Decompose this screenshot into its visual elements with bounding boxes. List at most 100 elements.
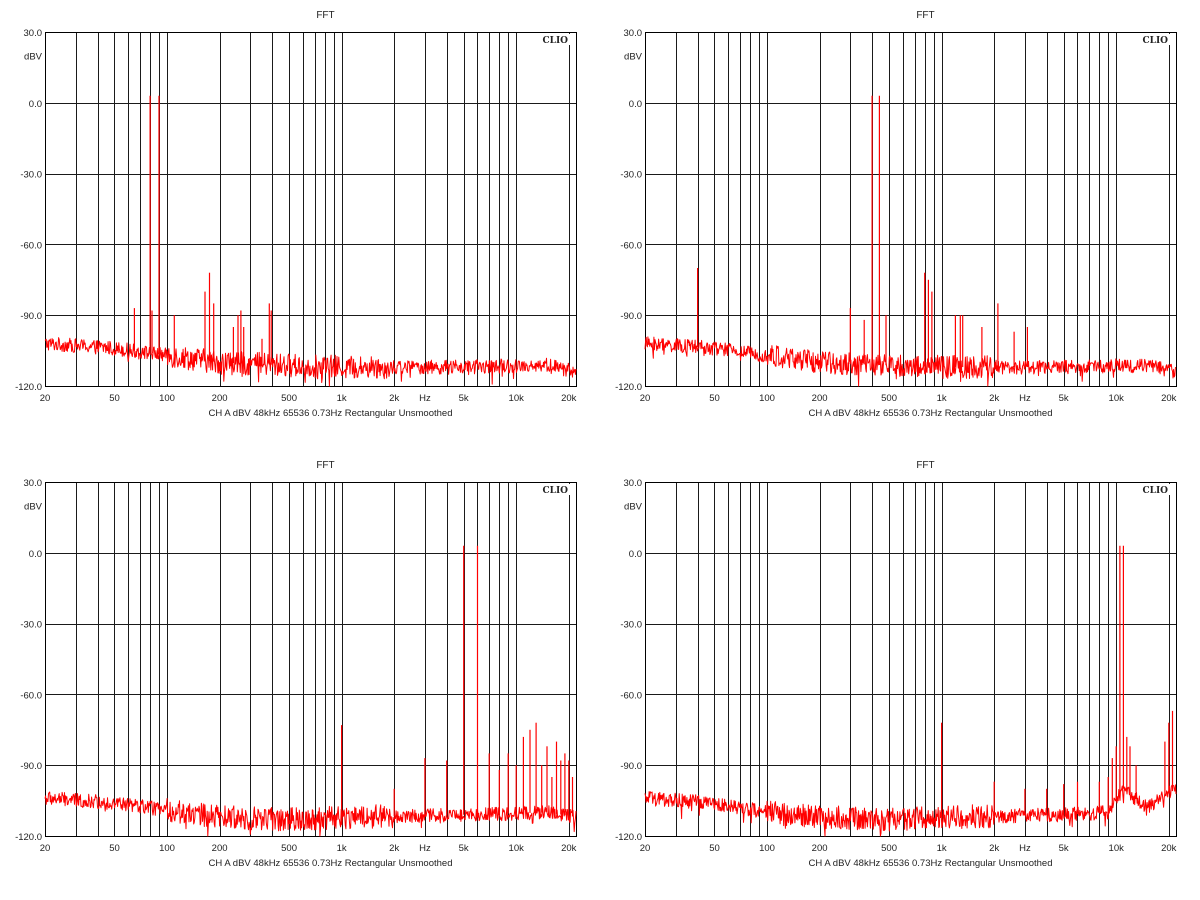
- plot-frame: [645, 32, 1177, 387]
- brand-logo-bg: [1140, 34, 1174, 45]
- plot-frame: [45, 32, 577, 387]
- brand-logo-bg: [1140, 484, 1174, 495]
- x-tick-label: 100: [159, 393, 175, 404]
- x-tick-label: 1k: [337, 393, 347, 404]
- y-tick-label: 30.0: [624, 478, 643, 489]
- x-tick-label: 20: [640, 843, 651, 854]
- y-tick-label: 0.0: [29, 99, 42, 110]
- x-tick-label: 20k: [1161, 843, 1177, 854]
- x-tick-label: 5k: [1059, 843, 1069, 854]
- x-tick-label: 2k: [989, 393, 999, 404]
- fft-panel-4: FFT 30.0 0.0 -30.0 -60.0 -90.0 -120.0 dBV 20 50 10…: [615, 460, 1177, 869]
- brand-logo-bg: [540, 484, 574, 495]
- y-tick-label: -30.0: [620, 170, 642, 181]
- chart-title: FFT: [916, 10, 934, 21]
- y-tick-label: -30.0: [20, 170, 42, 181]
- y-tick-label: -60.0: [620, 240, 642, 251]
- x-tick-label: 50: [109, 843, 120, 854]
- noise-floor-trace: [44, 791, 577, 837]
- measurement-settings: CH A dBV 48kHz 65536 0.73Hz Rectangular …: [809, 408, 1053, 419]
- y-tick-label: -120.0: [615, 382, 642, 393]
- y-tick-label: 0.0: [629, 549, 642, 560]
- plot-frame: [645, 482, 1177, 837]
- x-tick-label: 500: [881, 843, 897, 854]
- x-tick-label: 20k: [561, 843, 577, 854]
- y-tick-label: -120.0: [15, 382, 42, 393]
- x-tick-label: 50: [709, 843, 720, 854]
- x-tick-label: 2k: [989, 843, 999, 854]
- chart-title: FFT: [316, 460, 334, 471]
- x-tick-label: 5k: [459, 843, 469, 854]
- y-tick-label: -30.0: [20, 620, 42, 631]
- y-tick-label: 30.0: [624, 28, 643, 39]
- x-tick-label: 1k: [937, 393, 947, 404]
- x-tick-label: 1k: [937, 843, 947, 854]
- y-axis-label: dBV: [624, 52, 643, 63]
- x-tick-label: 200: [212, 393, 228, 404]
- y-tick-label: -90.0: [620, 761, 642, 772]
- x-axis-label: Hz: [1019, 843, 1031, 854]
- x-tick-label: 500: [881, 393, 897, 404]
- y-tick-label: -90.0: [20, 311, 42, 322]
- y-tick-label: 30.0: [24, 478, 43, 489]
- x-tick-label: 20k: [1161, 393, 1177, 404]
- y-tick-label: 0.0: [629, 99, 642, 110]
- x-tick-label: 20: [40, 843, 51, 854]
- y-tick-label: -120.0: [15, 832, 42, 843]
- measurement-settings: CH A dBV 48kHz 65536 0.73Hz Rectangular …: [209, 408, 453, 419]
- y-tick-label: -90.0: [20, 761, 42, 772]
- y-tick-label: -90.0: [620, 311, 642, 322]
- brand-logo: CLIO: [1142, 36, 1168, 46]
- x-tick-label: 2k: [389, 393, 399, 404]
- x-tick-label: 20: [640, 393, 651, 404]
- x-tick-label: 200: [812, 843, 828, 854]
- fft-panel-3: FFT 30.0 0.0 -30.0 -60.0 -90.0 -120.0 dBV 20 50 10…: [15, 460, 577, 869]
- measurement-settings: CH A dBV 48kHz 65536 0.73Hz Rectangular …: [809, 858, 1053, 869]
- y-axis-label: dBV: [24, 502, 43, 513]
- x-axis-label: Hz: [1019, 393, 1031, 404]
- x-tick-label: 20k: [561, 393, 577, 404]
- chart-title: FFT: [916, 460, 934, 471]
- x-axis-label: Hz: [419, 393, 431, 404]
- y-tick-label: -30.0: [620, 620, 642, 631]
- x-tick-label: 100: [159, 843, 175, 854]
- x-tick-label: 500: [281, 393, 297, 404]
- brand-logo: CLIO: [542, 36, 568, 46]
- x-tick-label: 20: [40, 393, 51, 404]
- fft-panel-1: FFT 30.0 0.0 -30.0 -60.0 -90.0 -120.0 dBV 20 50 10…: [15, 10, 577, 419]
- x-tick-label: 50: [109, 393, 120, 404]
- plot-frame: [45, 482, 577, 837]
- x-tick-label: 10k: [1109, 393, 1125, 404]
- measurement-settings: CH A dBV 48kHz 65536 0.73Hz Rectangular …: [209, 858, 453, 869]
- y-tick-label: 30.0: [24, 28, 43, 39]
- x-tick-label: 10k: [509, 393, 525, 404]
- brand-logo-bg: [540, 34, 574, 45]
- y-tick-label: -60.0: [20, 690, 42, 701]
- x-tick-label: 2k: [389, 843, 399, 854]
- x-tick-label: 100: [759, 843, 775, 854]
- brand-logo: CLIO: [1142, 486, 1168, 496]
- y-tick-label: -60.0: [20, 240, 42, 251]
- x-axis-label: Hz: [419, 843, 431, 854]
- x-tick-label: 50: [709, 393, 720, 404]
- x-tick-label: 10k: [1109, 843, 1125, 854]
- noise-floor-trace: [644, 336, 1177, 387]
- x-tick-label: 5k: [1059, 393, 1069, 404]
- fft-panel-2: FFT 30.0 0.0 -30.0 -60.0 -90.0 -120.0 dBV 20 50 10…: [615, 10, 1177, 419]
- x-tick-label: 10k: [509, 843, 525, 854]
- noise-floor-trace: [44, 337, 577, 387]
- brand-logo: CLIO: [542, 486, 568, 496]
- x-tick-label: 100: [759, 393, 775, 404]
- y-axis-label: dBV: [624, 502, 643, 513]
- x-tick-label: 5k: [459, 393, 469, 404]
- y-tick-label: -120.0: [615, 832, 642, 843]
- y-tick-label: 0.0: [29, 549, 42, 560]
- chart-title: FFT: [316, 10, 334, 21]
- y-tick-label: -60.0: [620, 690, 642, 701]
- x-tick-label: 1k: [337, 843, 347, 854]
- y-axis-label: dBV: [24, 52, 43, 63]
- x-tick-label: 200: [212, 843, 228, 854]
- x-tick-label: 200: [812, 393, 828, 404]
- noise-floor-trace: [644, 784, 1177, 837]
